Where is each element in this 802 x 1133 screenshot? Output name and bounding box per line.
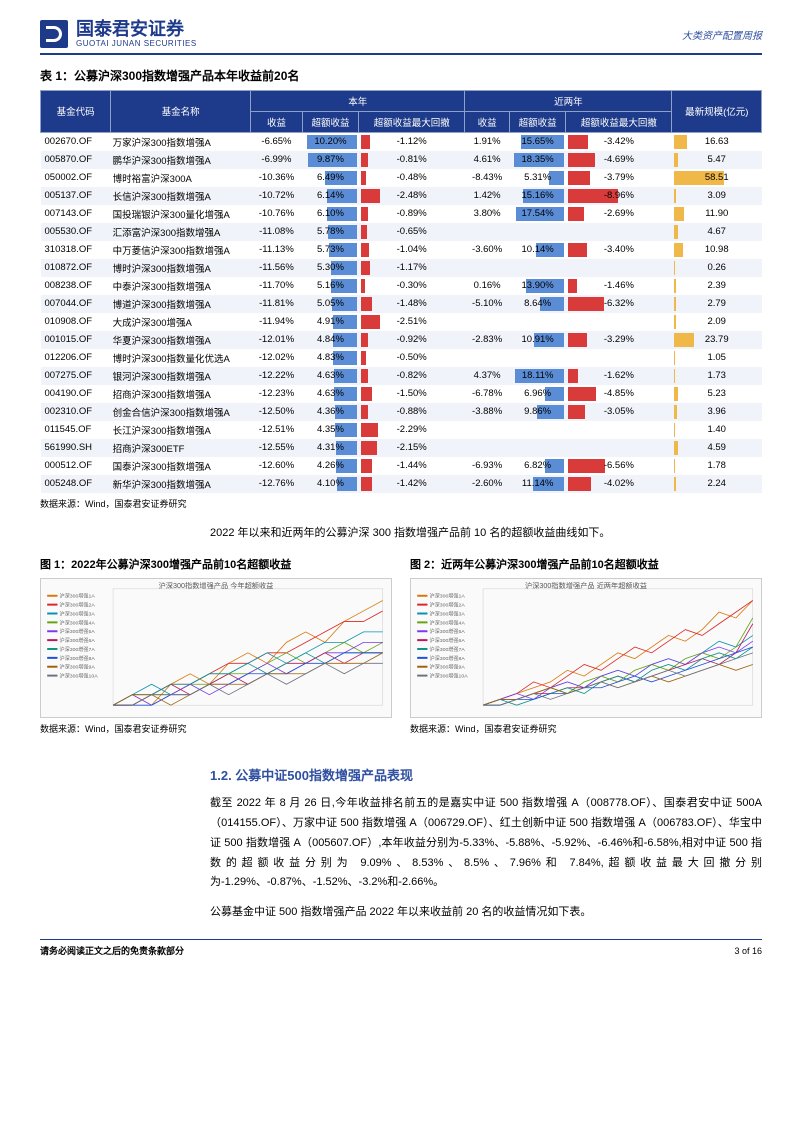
col-excess2: 超额收益 [509, 111, 565, 132]
svg-text:沪深300指数增强产品 近两年超额收益: 沪深300指数增强产品 近两年超额收益 [525, 581, 647, 590]
table-row: 010908.OF大成沪深300增强A-11.94%4.91%-2.51%2.0… [41, 313, 762, 331]
table-row: 310318.OF中万菱信沪深300指数增强A-11.13%5.73%-1.04… [41, 241, 762, 259]
col-code: 基金代码 [41, 90, 111, 132]
svg-text:沪深300增强7A: 沪深300增强7A [430, 646, 466, 653]
table-row: 007143.OF国投瑞银沪深300量化增强A-10.76%6.10%-0.89… [41, 205, 762, 223]
svg-text:沪深300增强9A: 沪深300增强9A [60, 664, 96, 671]
table-row: 007044.OF博道沪深300指数增强A-11.81%5.05%-1.48%-… [41, 295, 762, 313]
section-1-2-p1: 截至 2022 年 8 月 26 日,今年收益排名前五的是嘉实中证 500 指数… [210, 794, 762, 893]
footer-disclaimer: 请务必阅读正文之后的免责条款部分 [40, 944, 184, 957]
table-row: 002310.OF创金合信沪深300指数增强A-12.50%4.36%-0.88… [41, 403, 762, 421]
table1-title: 表 1：公募沪深300指数增强产品本年收益前20名 [40, 67, 762, 84]
col-aum: 最新规模(亿元) [672, 90, 762, 132]
charts-row: 图 1：2022年公募沪深300增强产品前10名超额收益 沪深300指数增强产品… [40, 556, 762, 749]
caption1: 2022 年以来和近两年的公募沪深 300 指数增强产品前 10 名的超额收益曲… [210, 524, 762, 543]
svg-text:沪深300指数增强产品 今年超额收益: 沪深300指数增强产品 今年超额收益 [159, 581, 274, 590]
chart2-source: 数据来源：Wind，国泰君安证券研究 [410, 722, 762, 735]
table-row: 050002.OF博时裕富沪深300A-10.36%6.49%-0.48%-8.… [41, 169, 762, 187]
table-row: 012206.OF博时沪深300指数量化优选A-12.02%4.83%-0.50… [41, 349, 762, 367]
report-type: 大类资产配置周报 [682, 27, 762, 42]
col-group-thisyear: 本年 [251, 90, 465, 111]
svg-text:沪深300增强5A: 沪深300增强5A [430, 629, 466, 636]
footer-page: 3 of 16 [734, 946, 762, 956]
table-row: 010872.OF博时沪深300指数增强A-11.56%5.30%-1.17%0… [41, 259, 762, 277]
table1: 基金代码 基金名称 本年 近两年 最新规模(亿元) 收益 超额收益 超额收益最大… [40, 90, 762, 493]
svg-text:沪深300增强3A: 沪深300增强3A [430, 611, 466, 618]
section-1-2-heading: 1.2. 公募中证500指数增强产品表现 [210, 765, 762, 784]
col-return2: 收益 [465, 111, 510, 132]
chart2-title: 图 2：近两年公募沪深300增强产品前10名超额收益 [410, 556, 762, 572]
svg-text:沪深300增强4A: 沪深300增强4A [60, 620, 96, 627]
chart1-box: 沪深300指数增强产品 今年超额收益沪深300增强1A 沪深300增强2A 沪深30… [40, 578, 392, 718]
svg-text:沪深300增强2A: 沪深300增强2A [430, 602, 466, 609]
svg-text:沪深300增强9A: 沪深300增强9A [430, 664, 466, 671]
svg-text:沪深300增强4A: 沪深300增强4A [430, 620, 466, 627]
svg-text:沪深300增强10A: 沪深300增强10A [60, 673, 99, 680]
page-header: 国泰君安证券 GUOTAI JUNAN SECURITIES 大类资产配置周报 [40, 20, 762, 55]
col-return: 收益 [251, 111, 303, 132]
svg-text:沪深300增强6A: 沪深300增强6A [430, 637, 466, 644]
col-dd2: 超额收益最大回撤 [566, 111, 672, 132]
svg-text:沪深300增强10A: 沪深300增强10A [430, 673, 469, 680]
svg-text:沪深300增强8A: 沪深300增强8A [60, 655, 96, 662]
svg-text:沪深300增强3A: 沪深300增强3A [60, 611, 96, 618]
svg-text:沪深300增强1A: 沪深300增强1A [60, 593, 96, 600]
table-row: 007275.OF银河沪深300指数增强A-12.22%4.63%-0.82%4… [41, 367, 762, 385]
svg-text:沪深300增强8A: 沪深300增强8A [430, 655, 466, 662]
svg-text:沪深300增强6A: 沪深300增强6A [60, 637, 96, 644]
chart2-box: 沪深300指数增强产品 近两年超额收益沪深300增强1A 沪深300增强2A 沪深3… [410, 578, 762, 718]
col-dd: 超额收益最大回撤 [359, 111, 465, 132]
logo-text: 国泰君安证券 GUOTAI JUNAN SECURITIES [76, 20, 197, 49]
col-excess: 超额收益 [302, 111, 358, 132]
table-row: 001015.OF华夏沪深300指数增强A-12.01%4.84%-0.92%-… [41, 331, 762, 349]
svg-text:沪深300增强7A: 沪深300增强7A [60, 646, 96, 653]
chart1-col: 图 1：2022年公募沪深300增强产品前10名超额收益 沪深300指数增强产品… [40, 556, 392, 749]
svg-text:沪深300增强2A: 沪深300增强2A [60, 602, 96, 609]
table-row: 005248.OF新华沪深300指数增强A-12.76%4.10%-1.42%-… [41, 475, 762, 493]
logo-block: 国泰君安证券 GUOTAI JUNAN SECURITIES [40, 20, 197, 49]
table-row: 005137.OF长信沪深300指数增强A-10.72%6.14%-2.48%1… [41, 187, 762, 205]
table-row: 561990.SH招商沪深300ETF-12.55%4.31%-2.15%4.5… [41, 439, 762, 457]
table-row: 008238.OF中泰沪深300指数增强A-11.70%5.16%-0.30%0… [41, 277, 762, 295]
table-row: 005530.OF汇添富沪深300指数增强A-11.08%5.78%-0.65%… [41, 223, 762, 241]
section-1-2-p2: 公募基金中证 500 指数增强产品 2022 年以来收益前 20 名的收益情况如… [210, 903, 762, 923]
table-row: 000512.OF国泰沪深300指数增强A-12.60%4.26%-1.44%-… [41, 457, 762, 475]
logo-en: GUOTAI JUNAN SECURITIES [76, 40, 197, 49]
chart2-col: 图 2：近两年公募沪深300增强产品前10名超额收益 沪深300指数增强产品 近… [410, 556, 762, 749]
footer: 请务必阅读正文之后的免责条款部分 3 of 16 [40, 939, 762, 957]
table-row: 002670.OF万家沪深300指数增强A-6.65%10.20%-1.12%1… [41, 132, 762, 151]
col-group-2year: 近两年 [465, 90, 672, 111]
table-row: 005870.OF鹏华沪深300指数增强A-6.99%9.87%-0.81%4.… [41, 151, 762, 169]
chart1-title: 图 1：2022年公募沪深300增强产品前10名超额收益 [40, 556, 392, 572]
logo-cn: 国泰君安证券 [76, 20, 197, 40]
svg-text:沪深300增强1A: 沪深300增强1A [430, 593, 466, 600]
table1-source: 数据来源：Wind，国泰君安证券研究 [40, 497, 762, 510]
chart1-source: 数据来源：Wind，国泰君安证券研究 [40, 722, 392, 735]
svg-text:沪深300增强5A: 沪深300增强5A [60, 629, 96, 636]
logo-mark [40, 20, 68, 48]
table-row: 011545.OF长江沪深300指数增强A-12.51%4.35%-2.29%1… [41, 421, 762, 439]
table-row: 004190.OF招商沪深300指数增强A-12.23%4.63%-1.50%-… [41, 385, 762, 403]
col-name: 基金名称 [111, 90, 251, 132]
